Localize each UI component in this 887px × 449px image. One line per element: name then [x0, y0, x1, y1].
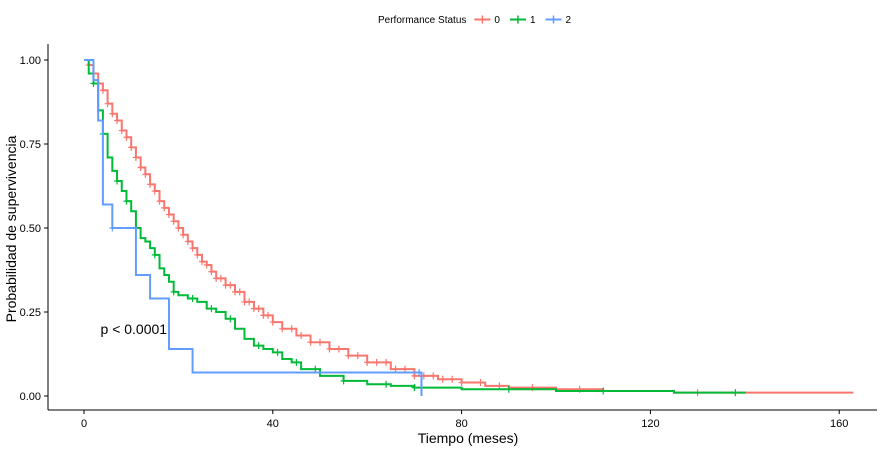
censor-mark-0: [307, 338, 314, 346]
censor-mark-0: [147, 180, 154, 188]
censor-mark-0: [189, 244, 196, 252]
censor-mark-0: [132, 153, 139, 161]
censor-mark-1: [340, 377, 347, 385]
y-tick-label: 0.75: [20, 139, 41, 151]
x-tick-label: 80: [455, 418, 467, 430]
censor-mark-0: [255, 305, 262, 313]
censor-mark-0: [142, 170, 149, 178]
p-value-annotation: p < 0.0001: [101, 321, 168, 337]
censor-mark-1: [123, 197, 130, 205]
censor-mark-0: [118, 127, 125, 135]
censor-mark-0: [335, 345, 342, 353]
censor-mark-0: [180, 231, 187, 239]
censor-mark-0: [194, 251, 201, 259]
series-line-2: [84, 59, 423, 396]
censor-mark-1: [732, 389, 739, 397]
censor-mark-1: [411, 384, 418, 392]
censor-mark-1: [255, 342, 262, 350]
censor-mark-0: [265, 311, 272, 319]
series-line-0: [84, 59, 854, 394]
censor-mark-0: [123, 133, 130, 141]
censor-mark-1: [90, 80, 97, 88]
censor-mark-0: [203, 261, 210, 269]
censor-mark-0: [217, 274, 224, 282]
censor-mark-2: [109, 224, 116, 232]
censor-mark-1: [312, 365, 319, 373]
censor-mark-1: [274, 348, 281, 356]
censor-mark-0: [156, 197, 163, 205]
censor-mark-0: [227, 281, 234, 289]
censor-mark-0: [449, 375, 456, 383]
censor-mark-0: [99, 86, 106, 94]
legend-item-2: 2: [545, 15, 572, 26]
censor-mark-0: [151, 187, 158, 195]
censor-mark-0: [269, 318, 276, 326]
censor-mark-1: [170, 288, 177, 296]
censor-mark-0: [184, 237, 191, 245]
legend-item-0: 0: [474, 15, 500, 26]
legend-label: 2: [566, 15, 572, 26]
censor-mark-1: [293, 358, 300, 366]
censor-mark-0: [458, 379, 465, 387]
y-tick-label: 0.50: [20, 223, 41, 235]
x-tick-label: 40: [267, 418, 279, 430]
censor-mark-0: [208, 268, 215, 276]
censor-mark-0: [392, 365, 399, 373]
censor-mark-0: [373, 358, 380, 366]
censor-mark-0: [161, 204, 168, 212]
censor-mark-0: [170, 217, 177, 225]
x-axis-title: Tiempo (meses): [418, 430, 519, 446]
legend-label: 0: [494, 15, 500, 26]
censor-mark-0: [401, 365, 408, 373]
censor-mark-1: [208, 305, 215, 313]
censor-mark-0: [128, 143, 135, 151]
censor-mark-2: [416, 368, 423, 376]
censor-mark-0: [137, 164, 144, 172]
censor-mark-0: [326, 345, 333, 353]
censor-mark-1: [227, 315, 234, 323]
y-tick-label: 0.25: [20, 307, 41, 319]
legend-label: 1: [530, 15, 536, 26]
censor-mark-0: [345, 352, 352, 360]
censor-mark-0: [411, 372, 418, 380]
y-tick-label: 1.00: [20, 55, 41, 67]
censor-mark-0: [288, 325, 295, 333]
censor-mark-0: [236, 288, 243, 296]
y-tick-label: 0.00: [20, 391, 41, 403]
censor-mark-1: [151, 251, 158, 259]
censor-mark-1: [600, 387, 607, 395]
censor-mark-1: [383, 380, 390, 388]
censor-mark-0: [199, 258, 205, 266]
censor-mark-0: [165, 211, 172, 219]
censor-mark-0: [246, 298, 253, 306]
legend-title: Performance Status: [378, 15, 466, 26]
x-tick-label: 0: [81, 418, 87, 430]
censor-mark-0: [175, 224, 182, 232]
censor-mark-0: [430, 372, 437, 380]
censor-mark-1: [189, 295, 196, 303]
x-tick-label: 160: [830, 418, 848, 430]
axes: 0 40 80 120 160 0.00 0.25 0.50 0.75 1.00: [20, 44, 877, 430]
censor-mark-1: [114, 177, 121, 185]
censor-mark-0: [298, 332, 305, 340]
series-line-1: [84, 59, 746, 394]
censor-mark-0: [109, 110, 116, 118]
legend-item-1: 1: [509, 15, 536, 26]
censor-mark-0: [383, 358, 390, 366]
censor-mark-0: [354, 352, 361, 360]
censor-mark-0: [439, 375, 446, 383]
plot-area: [84, 59, 854, 397]
censor-mark-0: [364, 358, 371, 366]
censor-mark-1: [505, 385, 512, 393]
x-tick-label: 120: [641, 418, 659, 430]
censor-mark-0: [279, 325, 286, 333]
censor-mark-0: [477, 379, 484, 387]
censor-mark-0: [114, 116, 121, 124]
censor-mark-0: [317, 338, 323, 346]
censor-mark-0: [104, 100, 111, 108]
legend: Performance Status 0 1 2: [378, 15, 572, 26]
y-axis-title: Probabilidad de supervivencia: [3, 135, 19, 322]
censor-mark-0: [496, 382, 503, 390]
